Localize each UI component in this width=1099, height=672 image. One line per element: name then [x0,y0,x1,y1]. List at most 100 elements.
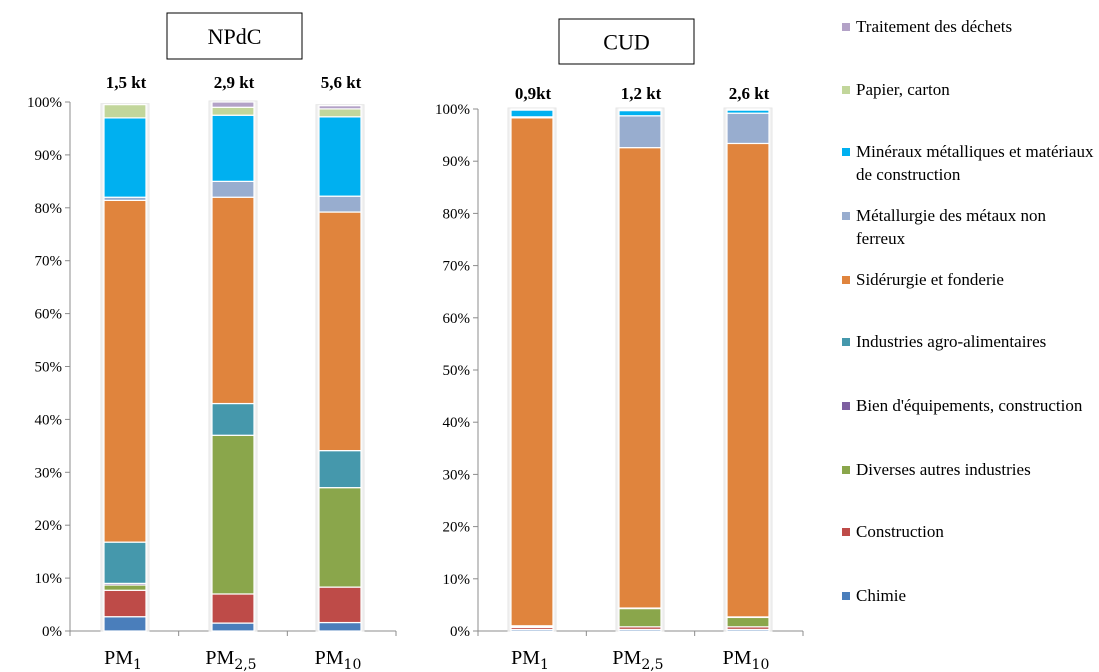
bar-segment [318,621,362,632]
y-tick-label: 60% [35,307,63,323]
chart-panel-2: 0% 10% 20% 30% 40% 50% 60% 70% 80% 90% 100% PM1 0,9k… [435,18,804,672]
y-tick-label: 20% [35,518,63,534]
legend-swatch [842,592,850,600]
x-tick-label: PM1 [511,647,549,672]
y-tick-label: 100% [27,95,62,111]
bar-segment [318,211,362,452]
data-label-total: 5,6 kt [321,73,362,92]
data-label-total: 1,2 kt [621,84,662,103]
legend-swatch [842,402,850,410]
x-tick-label: PM2,5 [205,647,256,672]
bar-segment [318,195,362,213]
legend-swatch [842,23,850,31]
bar-segment [211,180,255,198]
bar-segment [211,101,255,108]
legend-item: Traitement des déchets [842,15,1099,38]
legend-item: Minéraux métalliques et matériaux de con… [842,140,1099,186]
legend-item: Diverses autres industries [842,458,1099,481]
legend-label: Diverses autres industries [856,460,1031,479]
title-box [558,18,695,65]
bar-segment [103,104,147,119]
bar-segment [510,108,554,111]
legend-label: Sidérurgie et fonderie [856,270,1004,289]
legend-label: Bien d'équipements, construction [856,396,1083,415]
legend-label: Papier, carton [856,80,950,99]
y-tick-label: 40% [35,412,63,428]
y-tick-label: 40% [443,415,471,431]
bar-segment [618,147,662,609]
bar-segment [318,108,362,118]
bar-segment [510,117,554,627]
bar-segment [726,112,770,145]
bar-segment [618,108,662,111]
chart-panel-1: 0% 10% 20% 30% 40% 50% 60% 70% 80% 90% 100% PM1 1,5 … [27,12,397,672]
y-tick-label: 90% [35,148,63,164]
legend-swatch [842,528,850,536]
data-label-total: 1,5 kt [106,73,147,92]
bar-segment [726,616,770,628]
bar-segment [318,105,362,110]
y-tick-label: 70% [443,259,471,275]
y-tick-label: 20% [443,520,471,536]
data-label-total: 2,6 kt [729,84,770,103]
y-tick-label: 0% [450,624,470,640]
y-tick-label: 60% [443,311,471,327]
bar-segment [211,402,255,436]
y-tick-label: 50% [35,360,63,376]
bar-segment [103,589,147,618]
legend-swatch [842,276,850,284]
y-tick-label: 80% [35,201,63,217]
bar-segment [103,541,147,584]
bar-segment [103,584,147,591]
data-label-total: 2,9 kt [214,73,255,92]
y-tick-label: 30% [35,465,63,481]
bar-segment [618,115,662,149]
legend-label: Métallurgie des métaux non ferreux [856,206,1046,248]
legend-label: Industries agro-alimentaires [856,332,1047,351]
chart-title: NPdC [208,24,262,49]
legend-item: Métallurgie des métaux non ferreux [842,204,1099,250]
bar-segment [103,199,147,543]
bar-segment [211,593,255,624]
y-tick-label: 70% [35,254,63,270]
legend-label: Construction [856,522,944,541]
x-tick-label: PM2,5 [612,647,663,672]
legend-label: Chimie [856,586,907,605]
bar-segment [103,616,147,632]
bar-segment [618,109,662,117]
bar-segment [103,117,147,198]
legend-swatch [842,212,850,220]
legend-item: Bien d'équipements, construction [842,394,1099,417]
y-tick-label: 100% [435,102,470,118]
bar-segment [318,487,362,588]
legend-item: Construction [842,520,1099,543]
x-tick-label: PM10 [723,647,770,672]
x-tick-label: PM10 [315,647,362,672]
bar-segment [211,622,255,632]
bar-segment [510,109,554,118]
y-tick-label: 10% [35,571,63,587]
legend-swatch [842,466,850,474]
y-tick-label: 30% [443,467,471,483]
legend-label: Minéraux métalliques et matériaux de con… [856,142,1094,184]
bar-segment [211,434,255,595]
y-tick-label: 10% [443,572,471,588]
y-tick-label: 0% [42,624,62,640]
y-tick-label: 90% [443,154,471,170]
data-label-total: 0,9kt [515,84,552,103]
x-tick-label: PM1 [104,647,142,672]
y-tick-label: 50% [443,363,471,379]
legend-item: Industries agro-alimentaires [842,330,1099,353]
y-tick-label: 80% [443,206,471,222]
legend-item: Sidérurgie et fonderie [842,268,1099,291]
bar-segment [318,586,362,624]
bar-segment [211,196,255,405]
bar-segment [211,106,255,116]
legend-swatch [842,86,850,94]
legend-swatch [842,338,850,346]
legend-item: Chimie [842,584,1099,607]
title-box [166,12,303,60]
bar-segment [726,108,770,111]
legend-label: Traitement des déchets [856,17,1013,36]
